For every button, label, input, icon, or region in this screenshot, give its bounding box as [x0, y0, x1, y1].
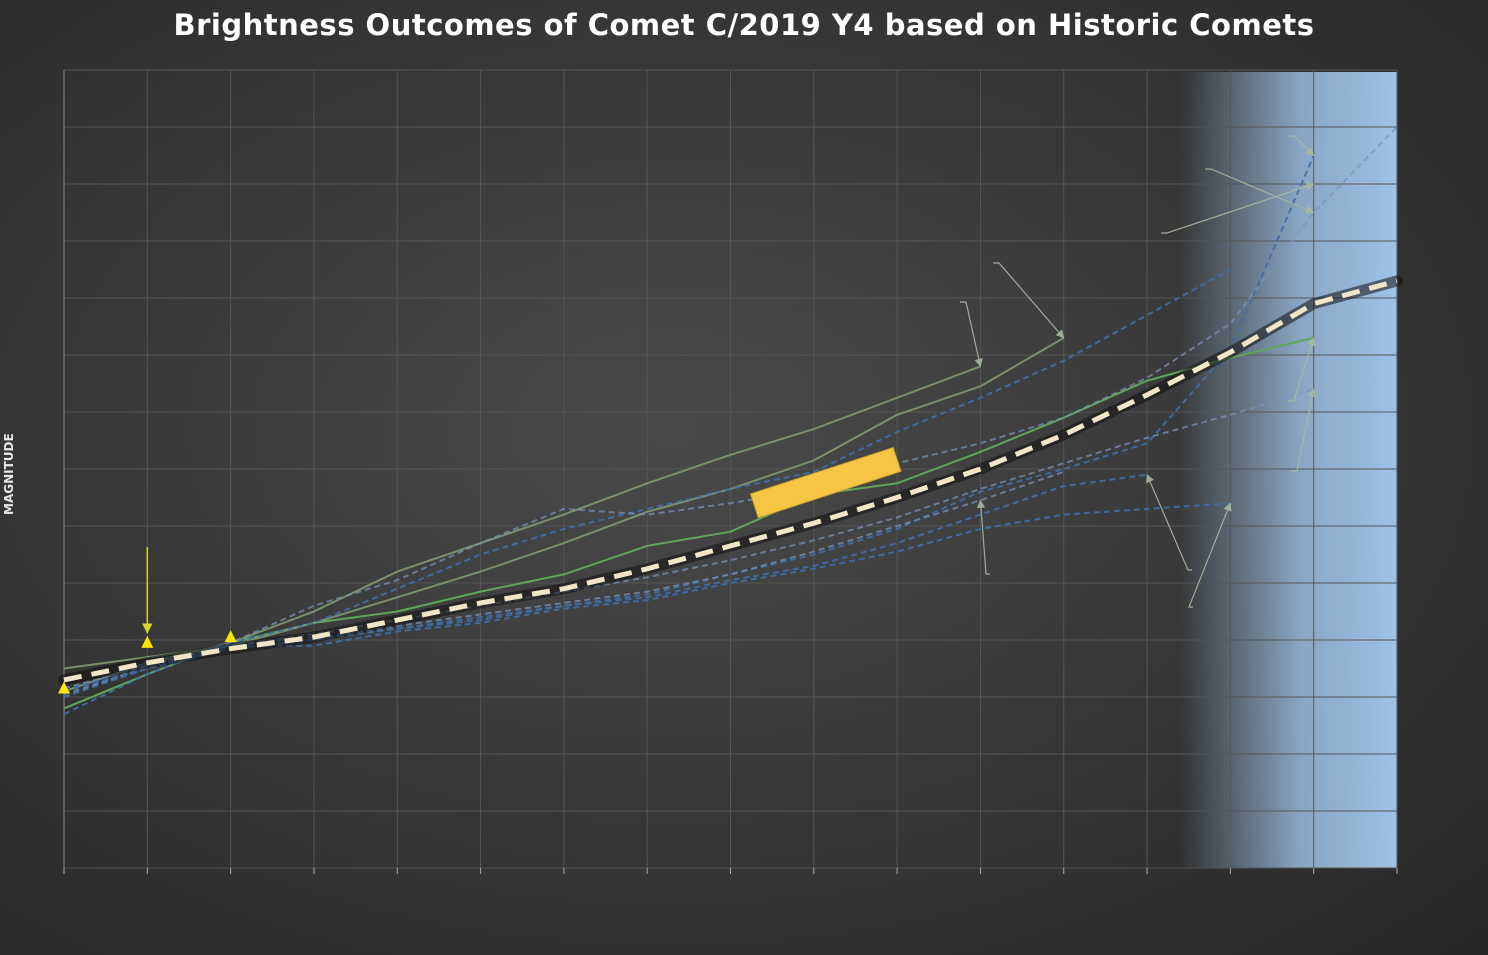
- main-trend-line: [63, 278, 1398, 683]
- main-trend-label-bg: [749, 446, 902, 519]
- x-ticks: [63, 868, 1398, 874]
- annotation-arrow: [1288, 135, 1315, 157]
- annotation-arrow: [1188, 502, 1232, 608]
- observations: [58, 547, 237, 694]
- annotation-arrow: [960, 301, 983, 368]
- main-trend-label-box: [749, 446, 902, 519]
- observation-marker: [141, 635, 154, 648]
- forecast-region: [1180, 72, 1397, 868]
- main-trend: [58, 275, 1403, 686]
- series-line: [63, 336, 1314, 710]
- chart-title: Brightness Outcomes of Comet C/2019 Y4 b…: [173, 8, 1315, 42]
- annotations: [960, 135, 1317, 608]
- observation-marker: [58, 681, 70, 694]
- annotation-arrow: [1146, 473, 1192, 571]
- annotation-arrow: [976, 499, 990, 575]
- annotation-arrow: [993, 262, 1065, 339]
- annotation-arrow: [1288, 337, 1316, 402]
- annotation-arrow: [1291, 388, 1317, 472]
- annotation-arrow: [1161, 182, 1315, 234]
- series-line: [63, 155, 1315, 693]
- annotation-arrow: [1205, 168, 1315, 214]
- series-line: [63, 365, 981, 693]
- observation-marker: [224, 630, 237, 643]
- series-line: [63, 126, 1398, 698]
- series-line: [63, 268, 1231, 716]
